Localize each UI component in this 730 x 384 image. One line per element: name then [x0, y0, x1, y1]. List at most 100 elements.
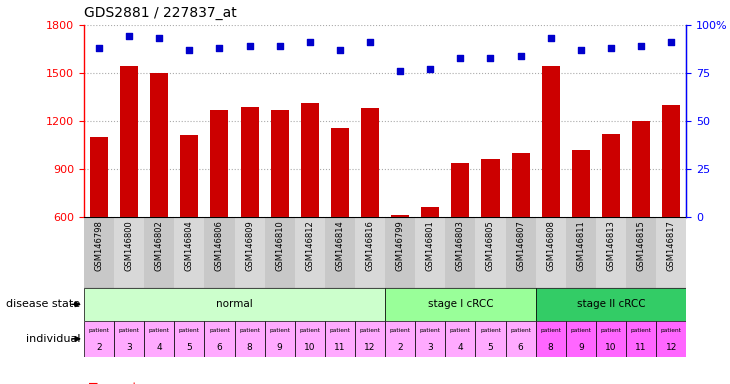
Text: GSM146812: GSM146812	[305, 220, 315, 271]
Text: GSM146803: GSM146803	[456, 220, 465, 271]
Bar	[626, 321, 656, 357]
Text: GSM146800: GSM146800	[125, 220, 134, 271]
Bar	[475, 217, 505, 288]
Text: GSM146814: GSM146814	[335, 220, 345, 271]
Text: 9: 9	[277, 343, 283, 352]
Bar	[234, 321, 264, 357]
Point	[635, 43, 647, 49]
Bar	[536, 288, 686, 321]
Bar	[632, 121, 650, 313]
Text: 5: 5	[488, 343, 493, 352]
Point	[605, 45, 617, 51]
Bar	[174, 217, 204, 288]
Bar	[204, 321, 234, 357]
Text: 2: 2	[96, 343, 101, 352]
Point	[515, 53, 526, 59]
Bar	[295, 321, 325, 357]
Bar	[144, 217, 174, 288]
Text: patient: patient	[390, 328, 410, 333]
Bar	[475, 321, 505, 357]
Bar	[234, 217, 264, 288]
Text: GSM146816: GSM146816	[366, 220, 374, 271]
Bar	[210, 110, 228, 313]
Text: disease state: disease state	[6, 299, 80, 310]
Text: patient: patient	[540, 328, 561, 333]
Text: patient: patient	[661, 328, 682, 333]
Bar	[325, 217, 355, 288]
Bar	[331, 128, 349, 313]
Text: GDS2881 / 227837_at: GDS2881 / 227837_at	[84, 6, 237, 20]
Text: GSM146808: GSM146808	[546, 220, 556, 271]
Bar	[385, 321, 415, 357]
Bar	[626, 217, 656, 288]
Bar	[174, 321, 204, 357]
Bar	[204, 217, 234, 288]
Text: 4: 4	[156, 343, 162, 352]
Point	[214, 45, 226, 51]
Text: GSM146801: GSM146801	[426, 220, 435, 271]
Bar	[325, 321, 355, 357]
Point	[334, 47, 346, 53]
Text: GSM146804: GSM146804	[185, 220, 194, 271]
Text: patient: patient	[420, 328, 441, 333]
Text: patient: patient	[601, 328, 621, 333]
Point	[455, 55, 466, 61]
Text: 6: 6	[217, 343, 223, 352]
Point	[545, 35, 556, 41]
Text: 11: 11	[635, 343, 647, 352]
Text: 8: 8	[247, 343, 253, 352]
Text: GSM146802: GSM146802	[155, 220, 164, 271]
Text: normal: normal	[216, 299, 253, 310]
Text: GSM146811: GSM146811	[576, 220, 585, 271]
Point	[394, 68, 406, 74]
Point	[364, 39, 376, 45]
Bar	[264, 217, 295, 288]
Text: 3: 3	[126, 343, 132, 352]
Text: patient: patient	[149, 328, 169, 333]
Text: 4: 4	[458, 343, 463, 352]
Text: 3: 3	[427, 343, 433, 352]
Point	[274, 43, 285, 49]
Text: patient: patient	[329, 328, 350, 333]
Bar	[271, 110, 288, 313]
Text: GSM146806: GSM146806	[215, 220, 224, 271]
Bar	[391, 215, 409, 313]
Text: 11: 11	[334, 343, 346, 352]
Text: 5: 5	[186, 343, 192, 352]
Bar	[596, 217, 626, 288]
Text: patient: patient	[360, 328, 380, 333]
Text: 12: 12	[364, 343, 376, 352]
Bar	[566, 321, 596, 357]
Bar	[150, 73, 168, 313]
Bar	[451, 162, 469, 313]
Bar	[264, 321, 295, 357]
Point	[93, 45, 105, 51]
Point	[183, 47, 195, 53]
Text: GSM146817: GSM146817	[666, 220, 676, 271]
Text: GSM146799: GSM146799	[396, 220, 404, 271]
Text: 8: 8	[548, 343, 553, 352]
Point	[244, 43, 256, 49]
Bar	[120, 66, 138, 313]
Bar	[602, 134, 620, 313]
Bar	[445, 321, 475, 357]
Text: stage II cRCC: stage II cRCC	[577, 299, 645, 310]
Text: 12: 12	[666, 343, 677, 352]
Bar	[656, 321, 686, 357]
Bar	[505, 217, 536, 288]
Bar	[355, 321, 385, 357]
Bar	[421, 207, 439, 313]
Bar	[114, 321, 145, 357]
Bar	[145, 321, 174, 357]
Bar	[566, 217, 596, 288]
Bar	[84, 217, 114, 288]
Text: patient: patient	[269, 328, 290, 333]
Bar	[572, 150, 590, 313]
Point	[575, 47, 587, 53]
Text: patient: patient	[299, 328, 320, 333]
Text: 9: 9	[578, 343, 584, 352]
Bar	[656, 217, 686, 288]
Text: patient: patient	[510, 328, 531, 333]
Bar	[355, 217, 385, 288]
Bar	[84, 288, 385, 321]
